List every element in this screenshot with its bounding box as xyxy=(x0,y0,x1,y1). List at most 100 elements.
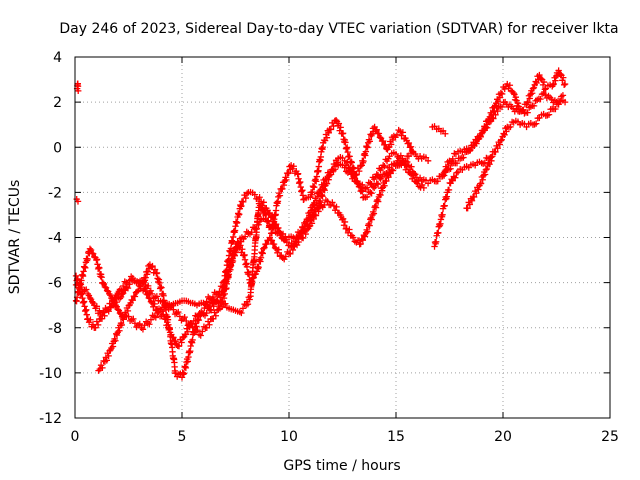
data-point xyxy=(368,216,375,223)
data-point xyxy=(275,246,282,253)
data-point xyxy=(240,198,247,206)
data-point xyxy=(348,159,355,166)
data-point xyxy=(376,134,384,141)
data-point xyxy=(536,71,543,79)
data-point xyxy=(370,210,378,217)
data-point xyxy=(322,175,329,183)
data-point xyxy=(119,282,127,290)
axis-ticks: 0 5 10 15 20 25 -12 -10 -8 -6 -4 -2 0 2 4 xyxy=(39,50,619,445)
data-point xyxy=(197,332,204,339)
data-point xyxy=(482,166,490,174)
data-point xyxy=(114,306,121,313)
data-point xyxy=(116,327,123,334)
data-point xyxy=(335,120,343,127)
data-point xyxy=(251,191,258,198)
data-point xyxy=(375,130,383,137)
data-point xyxy=(494,98,502,105)
data-point xyxy=(147,298,155,305)
data-point xyxy=(399,129,407,136)
x-axis-label: GPS time / hours xyxy=(283,458,400,474)
data-point xyxy=(510,89,517,97)
data-point xyxy=(279,230,287,238)
data-point xyxy=(133,288,141,295)
data-point xyxy=(460,154,467,161)
data-point xyxy=(342,139,349,146)
data-point xyxy=(102,284,110,291)
data-point xyxy=(470,193,478,201)
data-point xyxy=(306,212,313,219)
data-point xyxy=(299,234,307,242)
data-point xyxy=(319,183,326,191)
data-point xyxy=(403,163,411,170)
data-point xyxy=(471,139,479,146)
data-point xyxy=(308,220,316,227)
data-point xyxy=(109,343,117,350)
data-point xyxy=(341,218,349,226)
data-point xyxy=(498,136,505,143)
data-point xyxy=(439,211,446,218)
data-point xyxy=(484,116,492,124)
data-point xyxy=(147,263,155,271)
data-point xyxy=(180,370,188,377)
data-point xyxy=(229,255,236,262)
data-point xyxy=(529,85,537,92)
data-point xyxy=(276,192,284,199)
data-point xyxy=(506,82,514,89)
data-point xyxy=(561,98,569,106)
data-point xyxy=(373,171,380,178)
data-point xyxy=(560,81,568,89)
x-tick-label: 20 xyxy=(494,429,512,445)
data-point xyxy=(373,126,380,133)
data-point xyxy=(388,166,395,174)
data-point xyxy=(374,198,382,205)
data-point xyxy=(331,166,339,173)
data-point xyxy=(350,234,357,241)
data-point xyxy=(74,198,82,205)
data-point xyxy=(555,67,562,74)
data-point xyxy=(93,303,101,310)
data-point xyxy=(86,294,94,302)
data-point xyxy=(530,102,538,110)
data-point xyxy=(512,93,520,101)
data-point xyxy=(346,226,353,233)
data-point xyxy=(175,308,182,316)
data-point xyxy=(496,141,503,148)
data-point xyxy=(87,316,94,323)
data-point xyxy=(561,80,569,88)
data-point xyxy=(107,292,114,299)
plot-frame xyxy=(74,56,611,419)
data-point xyxy=(116,309,124,317)
data-point xyxy=(94,321,102,329)
data-point xyxy=(416,174,424,182)
data-point xyxy=(374,181,382,188)
data-point xyxy=(220,294,228,302)
data-point xyxy=(325,129,332,136)
data-point xyxy=(107,303,115,311)
data-point xyxy=(468,197,476,204)
y-tick-label: -8 xyxy=(48,321,62,337)
data-point xyxy=(96,307,103,314)
data-point xyxy=(314,193,322,200)
data-point xyxy=(260,199,267,206)
chart-title: Day 246 of 2023, Sidereal Day-to-day VTE… xyxy=(59,21,618,37)
data-point xyxy=(100,280,108,288)
data-point xyxy=(154,309,161,317)
data-point xyxy=(478,130,485,137)
data-point xyxy=(497,137,505,144)
data-point xyxy=(475,186,482,193)
data-point xyxy=(329,199,336,206)
data-point xyxy=(168,302,176,310)
data-point xyxy=(103,357,110,364)
y-axis-label: SDTVAR / TECUs xyxy=(7,180,23,295)
data-point xyxy=(201,304,208,312)
data-point xyxy=(353,171,360,178)
data-point xyxy=(405,139,413,147)
data-point xyxy=(374,172,382,179)
data-point xyxy=(540,78,548,86)
data-point xyxy=(355,167,363,175)
data-point xyxy=(383,177,390,185)
data-point xyxy=(303,226,311,233)
data-point xyxy=(366,222,373,229)
data-point xyxy=(266,209,273,217)
data-point xyxy=(182,364,190,372)
